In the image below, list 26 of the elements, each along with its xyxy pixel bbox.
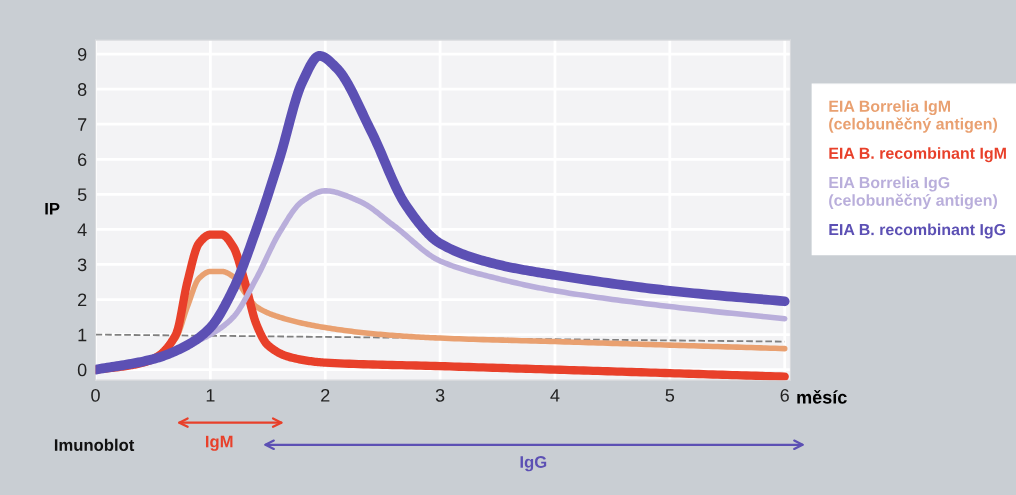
y-tick-label: 4 xyxy=(77,223,87,236)
y-tick-label: 8 xyxy=(77,83,87,96)
text: IgG xyxy=(520,456,547,472)
x-tick-label: 3 xyxy=(435,388,445,402)
text: IgM xyxy=(205,435,233,451)
text: EIA Borrelia IgG (celobuněčný antigen) xyxy=(829,176,998,210)
text: EIA B. recombinant IgM xyxy=(829,147,1006,163)
text: EIA Borrelia IgM (celobuněčný antigen) xyxy=(829,100,998,133)
x-tick-label: 6 xyxy=(780,388,789,402)
x-tick-label: 4 xyxy=(550,389,560,402)
x-tick-label: 5 xyxy=(665,389,675,402)
y-tick-label: 9 xyxy=(77,48,87,61)
y-tick-label: 6 xyxy=(78,153,87,167)
y-tick-label: 3 xyxy=(77,258,87,272)
y-tick-label: 2 xyxy=(78,293,87,307)
y-tick-label: 0 xyxy=(77,363,87,377)
x-tick-label: 0 xyxy=(91,388,100,402)
y-axis-title: IP xyxy=(45,202,60,215)
text: Imunoblot xyxy=(54,438,135,451)
y-tick-label: 1 xyxy=(78,328,87,342)
x-tick-label: 1 xyxy=(206,389,215,402)
x-axis-title: měsíc xyxy=(797,390,847,404)
y-tick-label: 7 xyxy=(78,118,87,131)
x-tick-label: 2 xyxy=(321,388,330,402)
y-tick-label: 5 xyxy=(77,188,87,202)
text: EIA B. recombinant IgG xyxy=(829,223,1006,239)
